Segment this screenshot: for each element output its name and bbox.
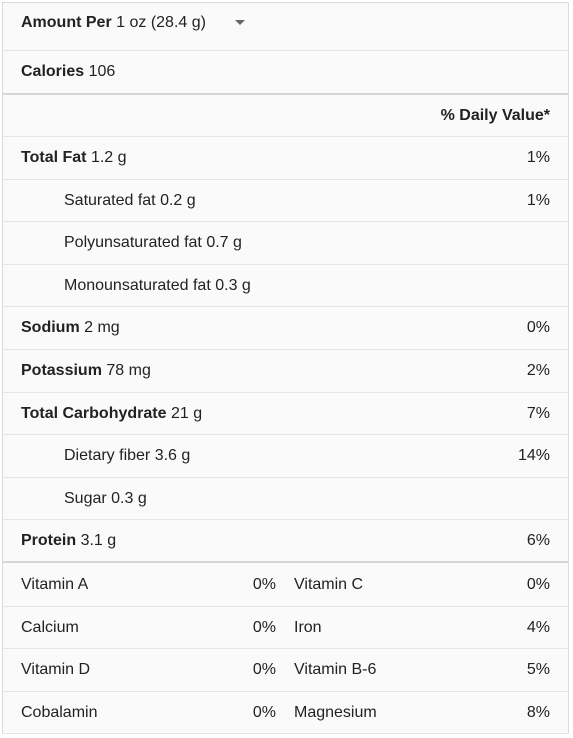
nutrient-row: Saturated fat 0.2 g 1% xyxy=(3,180,568,223)
nutrient-row: Sugar 0.3 g xyxy=(3,478,568,521)
vitamin-row: Cobalamin 0% Magnesium 8% xyxy=(3,692,568,734)
nutrient-daily-value: 6% xyxy=(526,532,550,550)
vitamin-row: Calcium 0% Iron 4% xyxy=(3,607,568,649)
vitamin-label: Cobalamin xyxy=(21,703,98,721)
vitamin-label: Calcium xyxy=(21,618,79,636)
vitamin-label: Vitamin D xyxy=(21,661,91,678)
serving-size-row[interactable]: Amount Per 1 oz (28.4 g) xyxy=(3,3,568,51)
daily-value-header: % Daily Value* xyxy=(440,107,550,124)
vitamin-label: Vitamin C xyxy=(294,576,364,593)
vitamin-row: Vitamin D 0% Vitamin B-6 5% xyxy=(3,649,568,692)
nutrient-daily-value: 7% xyxy=(526,404,550,422)
calories-row: Calories 106 xyxy=(3,51,568,95)
nutrient-daily-value: 14% xyxy=(517,447,550,465)
caret-down-icon[interactable] xyxy=(235,20,245,25)
nutrient-daily-value: 0% xyxy=(526,319,550,337)
calories-value: 106 xyxy=(88,63,116,80)
nutrient-amount: 21 g xyxy=(170,404,203,422)
nutrient-amount: 0.7 g xyxy=(206,234,242,252)
nutrient-amount: 0.3 g xyxy=(111,489,147,507)
nutrient-label: Monounsaturated fat xyxy=(64,276,211,294)
nutrient-row: Total Fat 1.2 g 1% xyxy=(3,137,568,180)
nutrient-daily-value: 1% xyxy=(526,191,550,209)
vitamin-daily-value: 0% xyxy=(252,576,276,593)
vitamin-daily-value: 8% xyxy=(526,703,550,721)
nutrient-amount: 0.2 g xyxy=(160,191,196,209)
serving-size-label: Amount Per xyxy=(21,14,112,31)
nutrient-amount: 0.3 g xyxy=(215,276,251,294)
nutrient-amount: 3.6 g xyxy=(154,447,191,465)
nutrient-row: Monounsaturated fat 0.3 g xyxy=(3,265,568,308)
nutrient-row: Dietary fiber 3.6 g 14% xyxy=(3,435,568,478)
vitamin-row: Vitamin A 0% Vitamin C 0% xyxy=(3,564,568,607)
nutrient-row: Sodium 2 mg 0% xyxy=(3,307,568,350)
calories-label: Calories xyxy=(21,63,85,80)
vitamin-daily-value: 5% xyxy=(526,661,550,678)
serving-size-selector[interactable]: Amount Per 1 oz (28.4 g) xyxy=(21,13,206,33)
daily-value-header-row: % Daily Value* xyxy=(3,95,568,137)
nutrient-daily-value: 2% xyxy=(526,362,550,379)
vitamin-label: Vitamin B-6 xyxy=(294,661,377,678)
nutrient-label: Protein xyxy=(21,532,77,550)
nutrient-label: Sodium xyxy=(21,319,80,337)
nutrient-amount: 3.1 g xyxy=(80,532,117,550)
nutrient-label: Saturated fat xyxy=(64,191,156,209)
vitamin-label: Iron xyxy=(294,618,322,636)
nutrient-amount: 1.2 g xyxy=(90,149,127,166)
nutrient-label: Potassium xyxy=(21,362,102,379)
vitamin-label: Magnesium xyxy=(294,703,377,721)
vitamin-daily-value: 0% xyxy=(526,576,550,593)
nutrient-row: Polyunsaturated fat 0.7 g xyxy=(3,222,568,265)
nutrient-label: Total Carbohydrate xyxy=(21,404,167,422)
nutrient-amount: 78 mg xyxy=(106,362,151,379)
nutrient-label: Total Fat xyxy=(21,149,87,166)
vitamin-label: Vitamin A xyxy=(21,576,89,593)
nutrient-label: Dietary fiber xyxy=(64,447,151,465)
nutrient-label: Polyunsaturated fat xyxy=(64,234,202,252)
serving-size-value: 1 oz (28.4 g) xyxy=(116,14,206,31)
vitamin-daily-value: 0% xyxy=(252,618,276,636)
nutrient-row: Protein 3.1 g 6% xyxy=(3,520,568,563)
nutrient-row: Total Carbohydrate 21 g 7% xyxy=(3,393,568,436)
vitamin-daily-value: 4% xyxy=(526,618,550,636)
nutrient-label: Sugar xyxy=(64,489,107,507)
vitamin-daily-value: 0% xyxy=(252,661,276,678)
nutrient-row: Potassium 78 mg 2% xyxy=(3,350,568,393)
nutrient-amount: 2 mg xyxy=(84,319,120,337)
nutrient-daily-value: 1% xyxy=(526,149,550,166)
vitamin-daily-value: 0% xyxy=(252,703,276,721)
